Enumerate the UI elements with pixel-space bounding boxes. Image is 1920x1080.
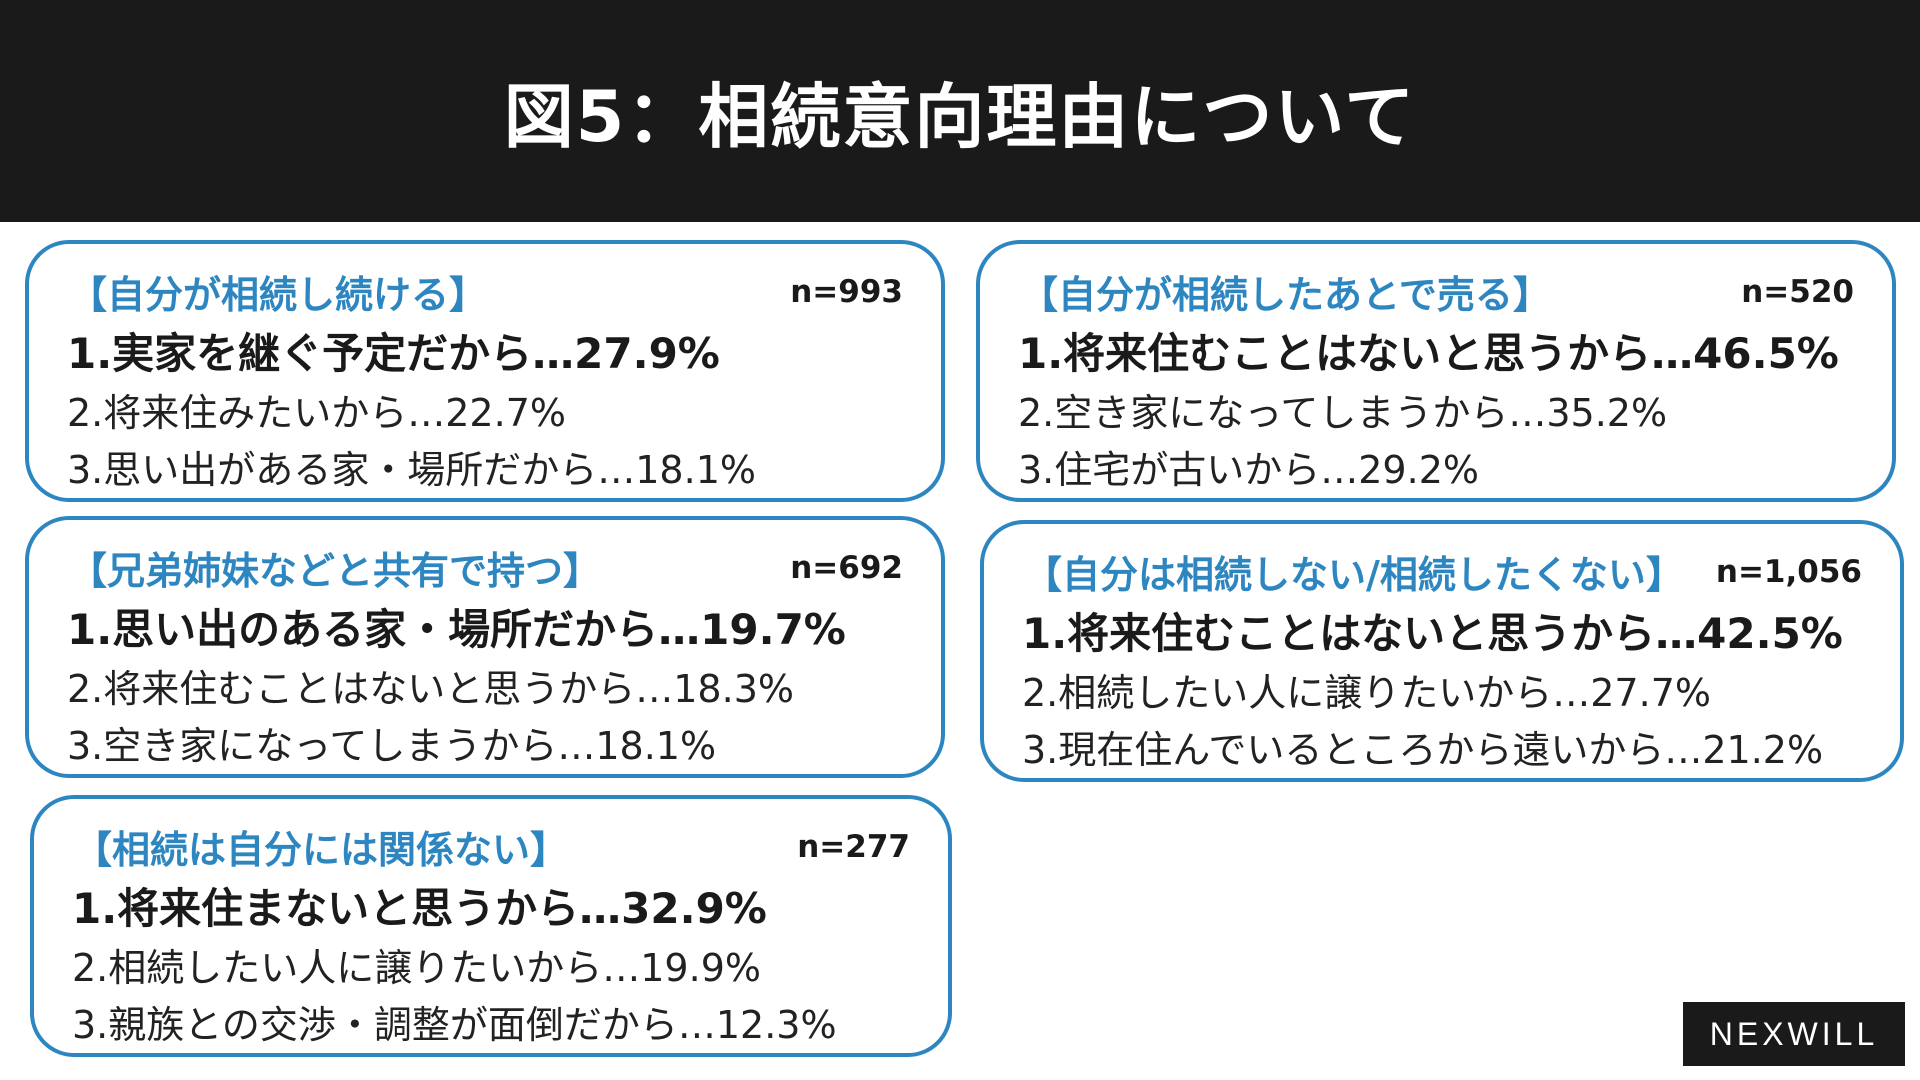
card-not-inheriting: 【自分は相続しない/相続したくない】 n=1,056 1.将来住むことはないと思… <box>980 520 1904 782</box>
card-category-label: 【自分が相続したあとで売る】 <box>1020 273 1551 317</box>
header-banner: 図5：相続意向理由について <box>0 0 1920 222</box>
sample-size-label: n=277 <box>797 829 910 865</box>
reason-2: 2.相続したい人に譲りたいから…27.7% <box>1022 671 1711 715</box>
card-category-label: 【相続は自分には関係ない】 <box>74 828 569 872</box>
sample-size-label: n=692 <box>790 550 903 586</box>
card-category-label: 【兄弟姉妹などと共有で持つ】 <box>69 549 602 593</box>
card-shared-with-siblings: 【兄弟姉妹などと共有で持つ】 n=692 1.思い出のある家・場所だから…19.… <box>25 516 945 778</box>
reason-2: 2.将来住みたいから…22.7% <box>67 391 566 435</box>
card-inherit-then-sell: 【自分が相続したあとで売る】 n=520 1.将来住むことはないと思うから…46… <box>976 240 1896 502</box>
reason-2: 2.空き家になってしまうから…35.2% <box>1018 391 1668 435</box>
reason-2: 2.相続したい人に譲りたいから…19.9% <box>72 946 761 990</box>
reason-3: 3.住宅が古いから…29.2% <box>1018 448 1479 492</box>
reason-3: 3.思い出がある家・場所だから…18.1% <box>67 448 756 492</box>
sample-size-label: n=1,056 <box>1715 554 1862 590</box>
reason-2: 2.将来住むことはないと思うから…18.3% <box>67 667 794 711</box>
card-category-label: 【自分は相続しない/相続したくない】 <box>1024 553 1684 597</box>
page-title: 図5：相続意向理由について <box>503 75 1417 158</box>
sample-size-label: n=993 <box>790 274 903 310</box>
sample-size-label: n=520 <box>1741 274 1854 310</box>
reason-1: 1.実家を継ぐ予定だから…27.9% <box>67 329 720 378</box>
card-not-related: 【相続は自分には関係ない】 n=277 1.将来住まないと思うから…32.9% … <box>30 795 952 1057</box>
reason-3: 3.親族との交渉・調整が面倒だから…12.3% <box>72 1003 837 1047</box>
reason-1: 1.思い出のある家・場所だから…19.7% <box>67 605 846 654</box>
reason-1: 1.将来住むことはないと思うから…46.5% <box>1018 329 1839 378</box>
card-category-label: 【自分が相続し続ける】 <box>69 273 488 317</box>
reason-3: 3.空き家になってしまうから…18.1% <box>67 724 717 768</box>
card-keep-inheriting: 【自分が相続し続ける】 n=993 1.実家を継ぐ予定だから…27.9% 2.将… <box>25 240 945 502</box>
reason-1: 1.将来住むことはないと思うから…42.5% <box>1022 609 1843 658</box>
reason-1: 1.将来住まないと思うから…32.9% <box>72 884 767 933</box>
reason-3: 3.現在住んでいるところから遠いから…21.2% <box>1022 728 1824 772</box>
nexwill-logo: NEXWILL <box>1683 1002 1905 1066</box>
